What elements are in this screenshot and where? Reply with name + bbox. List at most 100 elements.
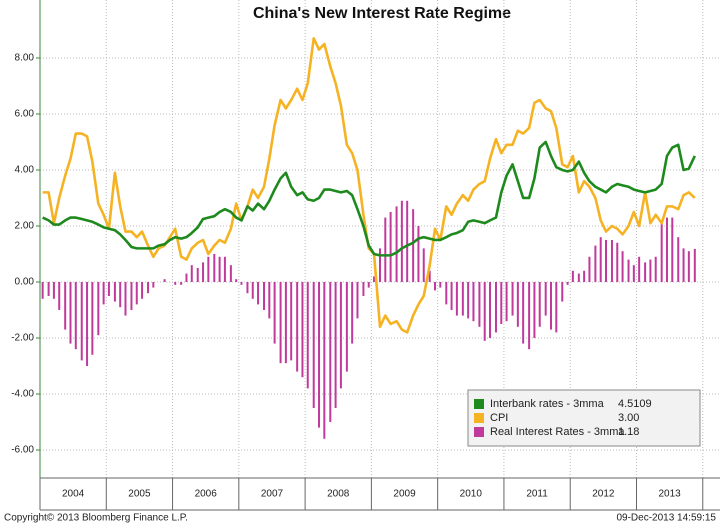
bar [500,281,503,324]
y-tick-label: 8.00 [15,53,35,64]
bar [80,281,83,361]
bar [323,281,326,439]
bar [439,281,442,288]
bar [516,281,519,327]
bar [412,209,415,282]
bar [522,281,525,344]
bar [450,281,453,310]
legend-value: 3.00 [618,412,639,424]
y-tick-label: 4.00 [15,165,35,176]
footer-timestamp: 09-Dec-2013 14:59:15 [616,513,716,524]
x-tick-label: 2006 [195,489,218,500]
y-tick-label: 2.00 [15,221,35,232]
bar [571,270,574,282]
legend-value: 4.5109 [618,398,652,410]
bar [538,281,541,327]
bar [665,217,668,282]
bar [367,281,370,288]
legend-swatch [474,399,484,409]
bar [235,279,238,282]
bar [163,279,166,282]
legend-value: 1.18 [618,426,639,438]
bar [147,281,150,294]
bar [312,281,315,408]
bar [296,281,299,372]
bar [373,276,376,282]
bar [52,281,55,299]
bar [566,281,569,285]
bar [97,281,100,336]
bar [494,281,497,333]
x-tick-label: 2010 [460,489,483,500]
bar [561,281,564,302]
bar [422,248,425,282]
bar [174,281,177,285]
bar [588,256,591,282]
bar [180,281,183,285]
bar [223,256,226,282]
bar [533,281,536,338]
bar [202,262,205,282]
bar [610,239,613,282]
bar [605,239,608,282]
bar [583,270,586,282]
bar [107,281,110,296]
x-tick-label: 2008 [327,489,350,500]
y-tick-label: -6.00 [11,445,34,456]
bar [445,281,448,305]
bar [290,281,293,361]
x-tick-label: 2009 [393,489,416,500]
bar [528,281,531,350]
bar [119,281,122,308]
bar [339,281,342,389]
bar [301,281,304,378]
bar [190,265,193,282]
bar [273,281,276,344]
y-tick-label: -4.00 [11,389,34,400]
bar [263,281,266,310]
bar [135,281,138,305]
bar [671,217,674,282]
bar [58,281,61,310]
bar [654,256,657,282]
bar [677,237,680,282]
bar [196,267,199,282]
legend-box [467,389,701,447]
x-tick-label: 2013 [659,489,682,500]
bar [627,259,630,282]
bar [616,242,619,282]
bar [334,281,337,408]
bar [599,237,602,282]
bar [389,211,392,282]
bar [577,273,580,282]
bar [102,281,105,305]
bar [384,217,387,282]
legend-label: CPI [490,412,508,424]
bar [395,206,398,282]
legend: Interbank rates - 3mma 4.5109 CPI 3.00 Real … [467,389,701,447]
bar [240,281,243,285]
bar [406,200,409,282]
bar [434,281,437,291]
x-tick-label: 2005 [128,489,151,500]
bar [379,248,381,282]
bar [185,273,188,282]
bar [467,281,470,319]
footer-copyright: Copyright© 2013 Bloomberg Finance L.P. [4,513,188,524]
bar [693,248,696,282]
bar [152,281,155,288]
bar [91,281,94,355]
bar [257,281,260,305]
x-tick-label: 2004 [62,489,85,500]
bar [544,281,547,316]
bar [644,262,647,282]
line [42,37,696,334]
bar [682,248,685,282]
bar [400,200,403,282]
bar [207,256,210,282]
bar [489,281,492,338]
bar [638,256,641,282]
bar [621,251,624,282]
legend-swatch [474,413,484,423]
